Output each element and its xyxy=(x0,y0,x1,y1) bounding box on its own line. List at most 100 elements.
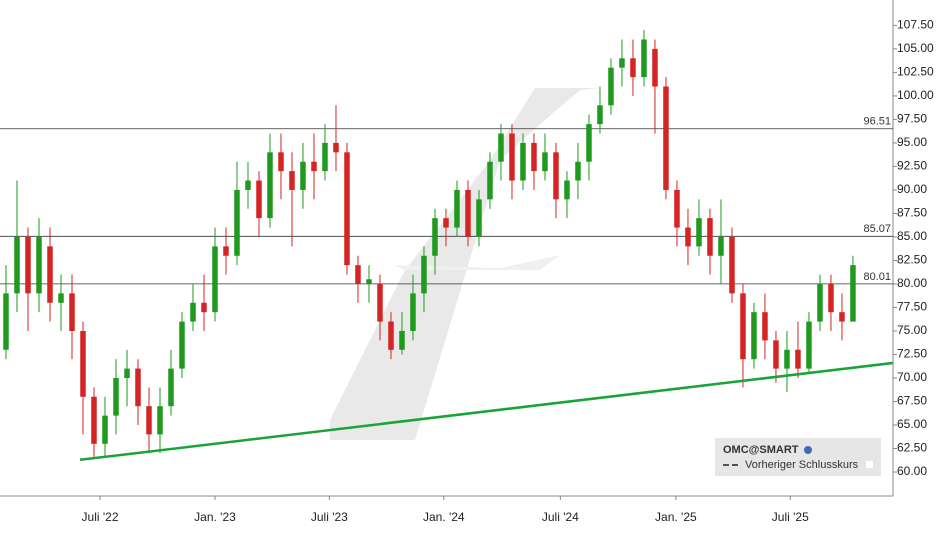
candle-body xyxy=(267,152,273,219)
candle-body xyxy=(762,312,768,341)
candle-body xyxy=(817,283,823,322)
level-label: 80.01 xyxy=(863,271,891,283)
y-tick-label: 92.50 xyxy=(897,159,927,173)
candle-body xyxy=(322,142,328,172)
candle-body xyxy=(630,58,636,78)
y-tick-label: 95.00 xyxy=(897,135,927,149)
candle-body xyxy=(740,293,746,360)
candle-body xyxy=(795,349,801,369)
candle-body xyxy=(245,180,251,190)
candle-body xyxy=(388,321,394,350)
y-tick-label: 70.00 xyxy=(897,370,927,384)
x-tick-label: Jan. '23 xyxy=(194,510,236,524)
candle-body xyxy=(366,279,372,284)
level-label: 96.51 xyxy=(863,116,891,128)
candle-body xyxy=(828,283,834,313)
y-tick-label: 72.50 xyxy=(897,347,927,361)
candle-body xyxy=(212,246,218,313)
candle-body xyxy=(619,58,625,68)
y-tick-label: 65.00 xyxy=(897,417,927,431)
candle-body xyxy=(47,246,53,303)
candle-body xyxy=(223,246,229,256)
trendline xyxy=(79,361,894,462)
candle-body xyxy=(850,265,856,322)
candle-body xyxy=(377,283,383,322)
candle-body xyxy=(14,236,20,294)
candle-body xyxy=(696,218,702,247)
candle-body xyxy=(157,406,163,435)
candle-body xyxy=(190,302,196,322)
candle-body xyxy=(289,171,295,190)
y-tick-label: 87.50 xyxy=(897,206,927,220)
y-tick-label: 97.50 xyxy=(897,112,927,126)
y-tick-label: 82.50 xyxy=(897,253,927,267)
candle-body xyxy=(641,39,647,78)
x-tick-label: Juli '22 xyxy=(82,510,119,524)
candle-body xyxy=(773,340,779,369)
legend-checkbox[interactable] xyxy=(866,461,873,468)
y-tick-label: 67.50 xyxy=(897,394,927,408)
candle-body xyxy=(663,86,669,190)
candle-body xyxy=(168,368,174,407)
legend: OMC@SMART Vorheriger Schlusskurs xyxy=(715,438,881,476)
candle-body xyxy=(586,124,592,162)
y-tick-label: 60.00 xyxy=(897,464,927,478)
candle-body xyxy=(454,189,460,228)
candle-body xyxy=(531,142,537,172)
y-tick-label: 100.00 xyxy=(897,88,934,102)
y-tick-label: 107.50 xyxy=(897,18,934,32)
candle-body xyxy=(729,236,735,294)
y-tick-label: 90.00 xyxy=(897,182,927,196)
candle-body xyxy=(355,265,361,284)
candle-body xyxy=(91,396,97,444)
candle-body xyxy=(124,368,130,378)
candle-body xyxy=(520,142,526,181)
candle-body xyxy=(542,152,548,172)
candle-body xyxy=(597,105,603,125)
candle-body xyxy=(839,312,845,322)
candle-body xyxy=(300,161,306,190)
y-tick-label: 75.00 xyxy=(897,323,927,337)
candle-body xyxy=(476,199,482,237)
candle-body xyxy=(575,161,581,181)
candle-body xyxy=(113,377,119,416)
y-tick-label: 62.50 xyxy=(897,441,927,455)
candle-body xyxy=(234,189,240,256)
candle-body xyxy=(69,293,75,331)
candle-body xyxy=(707,218,713,256)
candle-body xyxy=(278,152,284,172)
candle-body xyxy=(498,133,504,162)
candle-body xyxy=(608,67,614,106)
candle-body xyxy=(421,255,427,294)
legend-icon xyxy=(804,446,812,454)
candle-body xyxy=(399,330,405,350)
legend-label: Vorheriger Schlusskurs xyxy=(745,459,859,471)
candle-body xyxy=(3,293,9,350)
candle-body xyxy=(146,406,152,435)
legend-label: OMC@SMART xyxy=(723,444,799,456)
candle-body xyxy=(344,152,350,266)
candle-body xyxy=(432,218,438,256)
candle-body xyxy=(36,236,42,294)
y-tick-label: 77.50 xyxy=(897,300,927,314)
candle-body xyxy=(718,236,724,256)
candle-body xyxy=(487,161,493,200)
candle-body xyxy=(674,189,680,228)
level-label: 85.07 xyxy=(863,223,891,235)
candle-body xyxy=(102,415,108,444)
candle-body xyxy=(443,218,449,228)
candle-body xyxy=(751,312,757,360)
candle-body xyxy=(465,189,471,237)
candle-body xyxy=(509,133,515,181)
candle-body xyxy=(333,142,339,153)
y-tick-label: 102.50 xyxy=(897,65,934,79)
x-tick-label: Jan. '24 xyxy=(423,510,465,524)
y-tick-label: 105.00 xyxy=(897,41,934,55)
candle-body xyxy=(311,161,317,172)
candle-body xyxy=(410,293,416,331)
candle-body xyxy=(256,180,262,219)
candle-body xyxy=(80,330,86,397)
x-tick-label: Juli '23 xyxy=(311,510,348,524)
candle-body xyxy=(806,321,812,369)
